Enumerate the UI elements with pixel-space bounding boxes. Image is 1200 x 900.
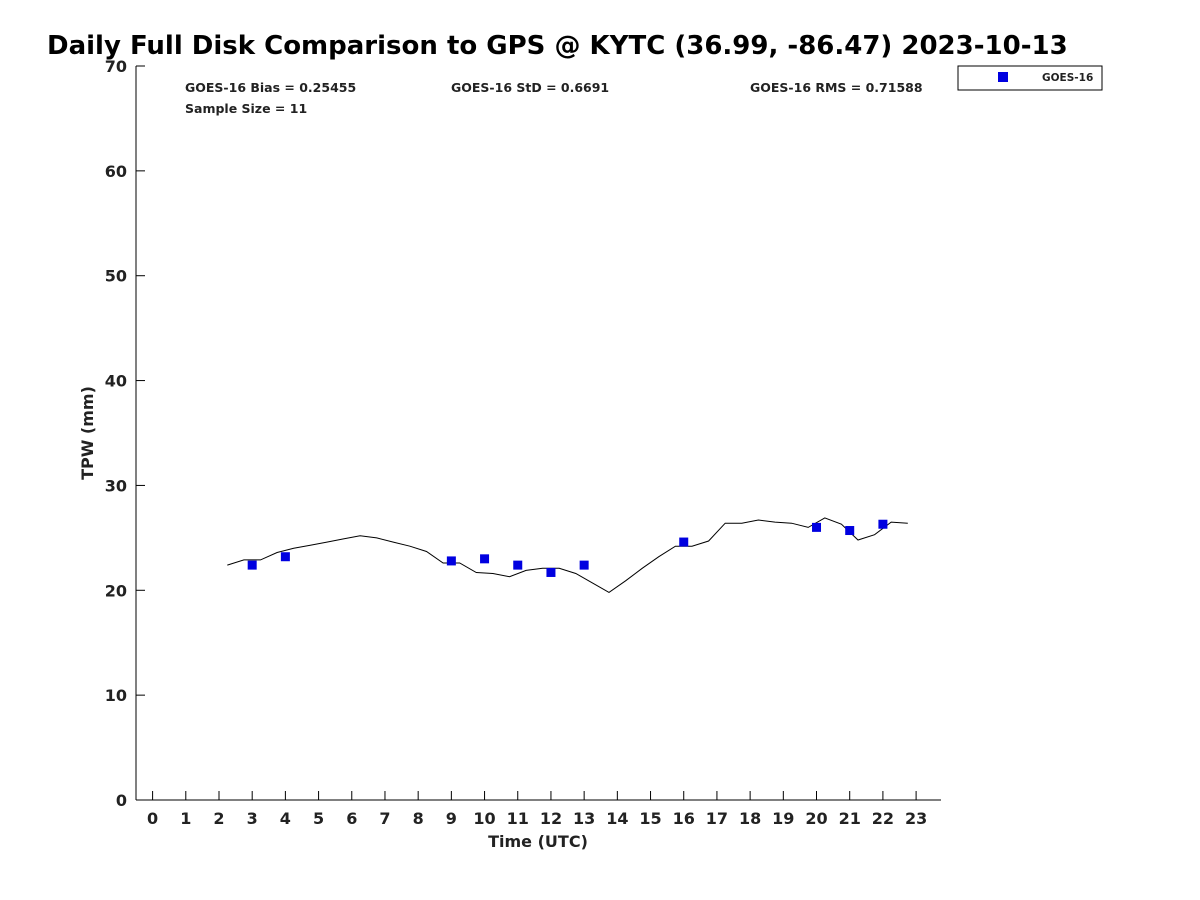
x-tick-label: 8 [413,809,424,828]
x-tick-label: 7 [379,809,390,828]
chart-title: Daily Full Disk Comparison to GPS @ KYTC… [47,31,1068,61]
y-tick-label: 20 [105,581,127,600]
x-tick-label: 2 [213,809,224,828]
x-tick-label: 15 [639,809,661,828]
y-tick-label: 70 [105,57,127,76]
goes16-point [280,552,290,562]
goes16-point [247,560,257,570]
y-tick-label: 30 [105,476,127,495]
x-tick-label: 1 [180,809,191,828]
goes16-point [579,560,589,570]
x-tick-label: 20 [805,809,827,828]
x-tick-label: 23 [905,809,927,828]
y-tick-label: 10 [105,686,127,705]
goes16-marker-layer [247,519,888,577]
x-tick-label: 13 [573,809,595,828]
goes16-point [878,519,888,529]
goes16-point [446,556,456,566]
legend: GOES-16 [957,65,1103,91]
goes16-point [513,560,523,570]
x-tick-label: 9 [446,809,457,828]
y-tick-label: 60 [105,162,127,181]
x-tick-label: 11 [507,809,529,828]
gps-tpw-line [227,517,908,593]
x-tick-label: 18 [739,809,761,828]
x-tick-label: 16 [673,809,695,828]
x-tick-label: 10 [473,809,495,828]
x-tick-label: 0 [147,809,158,828]
x-tick-label: 22 [872,809,894,828]
x-axis-ticks: 0 1 2 3 4 5 6 7 8 9 10 11 12 13 14 15 16 17 18 19 20 21 22 23 [147,791,927,828]
legend-marker [998,72,1008,82]
x-tick-label: 17 [706,809,728,828]
y-tick-label: 0 [116,791,127,810]
std-text: GOES-16 StD = 0.6691 [451,80,609,95]
x-tick-label: 19 [772,809,794,828]
bias-text: GOES-16 Bias = 0.25455 [185,80,356,95]
rms-text: GOES-16 RMS = 0.71588 [750,80,923,95]
legend-box [957,65,1103,91]
x-tick-label: 21 [839,809,861,828]
goes16-point [812,522,822,532]
legend-label-goes16: GOES-16 [1042,72,1093,84]
y-axis-ticks: 0 10 20 30 40 50 60 70 [105,57,145,810]
gps-line-layer [227,517,908,593]
y-tick-label: 40 [105,372,127,391]
y-tick-label: 50 [105,267,127,286]
axes [135,66,941,801]
y-axis-label: TPW (mm) [78,386,97,480]
x-tick-label: 3 [247,809,258,828]
x-tick-label: 12 [540,809,562,828]
goes16-point [845,526,855,536]
sample-size-text: Sample Size = 11 [185,101,307,116]
x-axis-label: Time (UTC) [488,832,588,851]
goes16-point [546,567,556,577]
x-tick-label: 14 [606,809,628,828]
x-tick-label: 5 [313,809,324,828]
x-tick-label: 6 [346,809,357,828]
x-tick-label: 4 [280,809,291,828]
goes16-point [480,554,490,564]
goes16-point [679,537,689,547]
